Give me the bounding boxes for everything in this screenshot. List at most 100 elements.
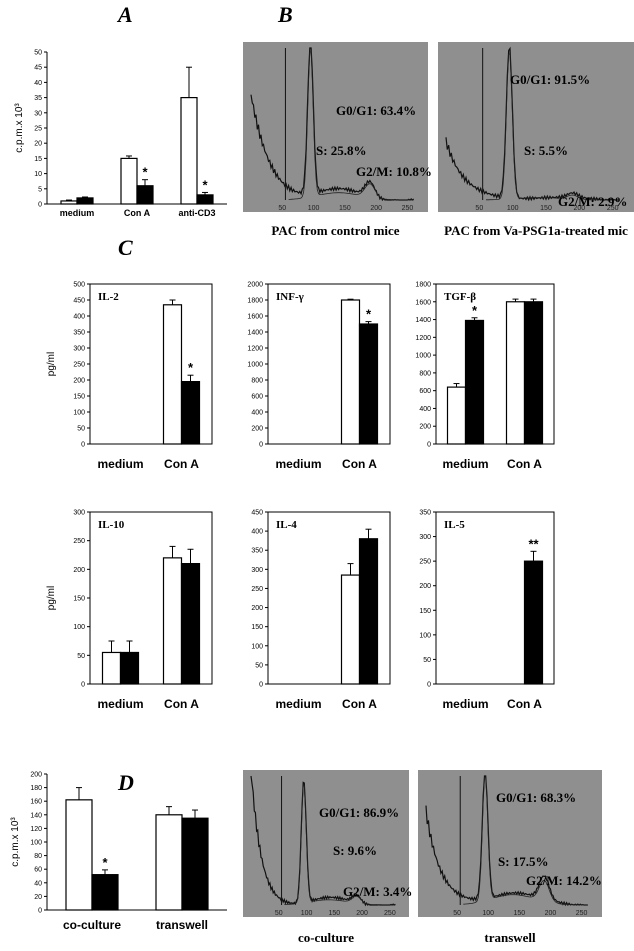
histogram-caption: transwell: [484, 930, 536, 945]
y-tick-label: 250: [73, 362, 85, 369]
y-tick-label: 140: [30, 812, 42, 819]
e-histogram-2: 50 100 150 200 250 G0/G1: 68.3% S: 17.5% G2/M: …: [418, 770, 602, 945]
bar-con-a-series1: [340, 574, 361, 685]
category-label: co-culture: [63, 918, 121, 932]
panel-a-chart: 0 5 10 15 20 25 30 35 40 45 50 c.p.m.x 10³ medium * Co…: [14, 50, 227, 218]
significance-marker: *: [142, 165, 148, 180]
category-label: transwell: [156, 918, 208, 932]
y-tick-label: 200: [419, 583, 431, 590]
y-tick-label: 250: [419, 559, 431, 566]
plot-title: IL-10: [98, 519, 125, 531]
y-tick-label: 25: [34, 126, 42, 133]
x-tick-label: 250: [576, 910, 588, 917]
category-label: Con A: [164, 697, 199, 711]
y-tick-label: 50: [423, 657, 431, 664]
y-tick-label: 50: [77, 426, 85, 433]
significance-marker: *: [102, 855, 108, 870]
category-label: Con A: [164, 457, 199, 471]
y-tick-label: 300: [73, 346, 85, 353]
y-tick-label: 400: [419, 406, 431, 413]
dna-histogram-trace: [250, 775, 396, 907]
x-tick-label: 200: [545, 910, 557, 917]
bar-medium-series1: [60, 200, 78, 205]
y-tick-label: 100: [73, 410, 85, 417]
y-tick-label: 60: [34, 867, 42, 874]
y-tick-label: 400: [251, 410, 263, 417]
panel-c-chart-4: 0 50 100 150 200 250 300 pg/ml medium Con A IL-10: [46, 510, 213, 711]
significance-marker: *: [188, 360, 194, 375]
bar-con-a-series1: [340, 299, 361, 445]
y-tick-label: 0: [81, 682, 85, 689]
y-tick-label: 40: [34, 880, 42, 887]
x-tick-label: 50: [475, 205, 483, 212]
y-tick-label: 0: [81, 442, 85, 449]
panel-c-chart-1: 0 50 100 150 200 250 300 350 400 450 500 pg/ml mediu…: [46, 282, 213, 471]
y-tick-label: 1000: [247, 362, 263, 369]
category-label: medium: [275, 457, 321, 471]
panel-c-chart-3: 0 200 400 600 800 1000 1200 1400 1600 1800 * medium…: [415, 282, 555, 471]
y-tick-label: 5: [38, 186, 42, 193]
y-tick-label: 350: [73, 330, 85, 337]
g0g1-percent: G0/G1: 63.4%: [336, 103, 416, 118]
category-label: Con A: [507, 457, 542, 471]
y-tick-label: 80: [34, 853, 42, 860]
y-tick-label: 250: [251, 586, 263, 593]
histogram-background: [243, 42, 428, 212]
y-tick-label: 10: [34, 171, 42, 178]
model-fit-curve: [284, 785, 396, 906]
bar-con-a-series2: [358, 538, 379, 685]
bar-anti-cd3-series1: [180, 96, 198, 205]
y-tick-label: 800: [419, 370, 431, 377]
x-tick-label: 250: [607, 205, 619, 212]
category-label: Con A: [342, 457, 377, 471]
panel-letter-c: C: [118, 235, 133, 260]
plot-title: TGF-β: [444, 291, 476, 303]
plot-frame: [435, 511, 555, 685]
g2m-percent: G2/M: 3.4%: [343, 884, 412, 899]
y-tick-label: 1200: [415, 335, 431, 342]
x-tick-label: 100: [482, 910, 494, 917]
significance-marker: **: [528, 536, 539, 551]
y-tick-label: 1400: [415, 317, 431, 324]
y-tick-label: 400: [251, 529, 263, 536]
bar-medium-series1: [446, 386, 467, 445]
y-axis-label: pg/ml: [46, 586, 57, 610]
g0g1-percent: G0/G1: 68.3%: [496, 790, 576, 805]
bar-con-a-series1: [162, 557, 183, 685]
s-phase-percent: S: 5.5%: [524, 143, 568, 158]
plot-title: INF-γ: [276, 291, 304, 303]
x-tick-label: 100: [507, 205, 519, 212]
histogram-background: [243, 770, 409, 917]
b-histogram-1: 50 100 150 200 250 G0/G1: 63.4% S: 25.8% G2/M: …: [243, 42, 432, 238]
y-tick-label: 1400: [247, 330, 263, 337]
panel-letter-a: A: [116, 2, 133, 27]
x-tick-label: 50: [278, 205, 286, 212]
x-tick-label: 50: [453, 910, 461, 917]
bar-medium-series2: [464, 319, 485, 445]
y-tick-label: 100: [73, 624, 85, 631]
panel-c-chart-6: 0 50 100 150 200 250 300 350 medium ** Con A IL-5: [419, 510, 555, 711]
s-phase-percent: S: 17.5%: [498, 854, 549, 869]
y-tick-label: 120: [30, 826, 42, 833]
histogram-caption: co-culture: [298, 930, 354, 945]
y-axis-label: c.p.m.x 10³: [10, 817, 21, 867]
y-tick-label: 0: [38, 202, 42, 209]
bar-con-a-series1: [120, 157, 138, 205]
significance-marker: *: [202, 177, 208, 192]
x-tick-label: 150: [328, 910, 340, 917]
y-tick-label: 30: [34, 110, 42, 117]
significance-marker: *: [472, 303, 478, 318]
x-tick-label: 150: [339, 205, 351, 212]
bar-medium-series1: [101, 651, 122, 685]
y-tick-label: 0: [259, 682, 263, 689]
y-tick-label: 1800: [247, 298, 263, 305]
g2m-percent: G2/M: 10.8%: [356, 164, 432, 179]
x-tick-label: 250: [402, 205, 414, 212]
category-label: medium: [60, 208, 95, 218]
bar-co-culture-series1: [65, 799, 93, 911]
y-tick-label: 50: [77, 653, 85, 660]
y-tick-label: 200: [30, 772, 42, 779]
bar-con-a-series1: [162, 304, 183, 445]
y-tick-label: 20: [34, 894, 42, 901]
y-tick-label: 180: [30, 785, 42, 792]
